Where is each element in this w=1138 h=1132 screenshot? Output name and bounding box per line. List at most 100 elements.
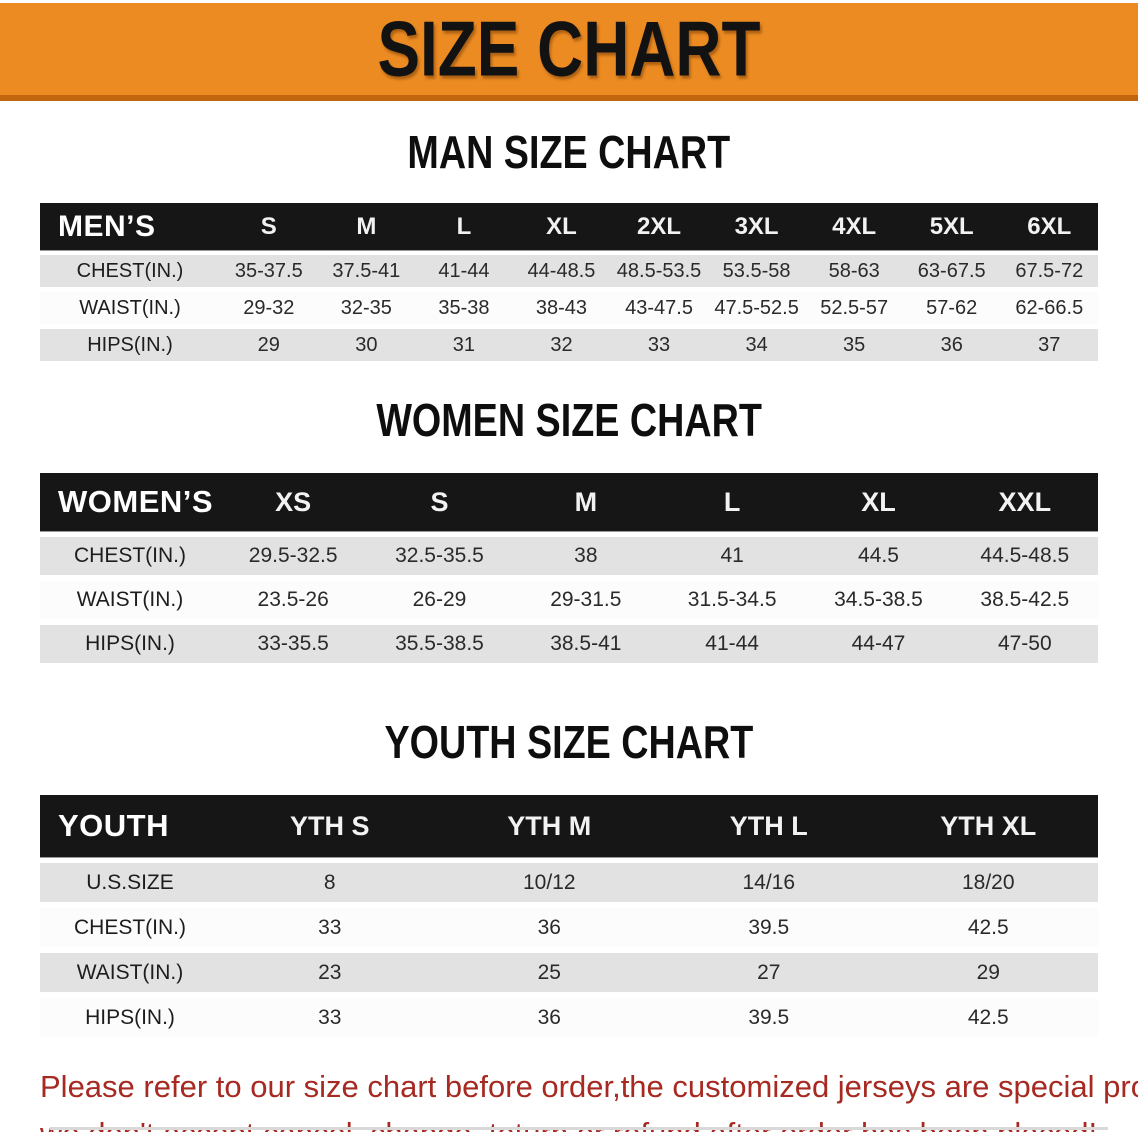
cell: 25 [537, 960, 561, 984]
column-header: XS [275, 486, 312, 517]
table-row: WAIST(IN.) 23 25 27 29 [40, 953, 1098, 992]
row-label: HIPS(IN.) [87, 333, 173, 356]
cell: 18/20 [961, 870, 1015, 894]
column-header: M [356, 212, 377, 240]
table-row: CHEST(IN.) 29.5-32.5 32.5-35.5 38 41 44.5 44.5… [40, 537, 1098, 575]
column-header: M [574, 486, 598, 517]
women-section-heading-wrap: WOMEN SIZE CHART [0, 393, 1138, 447]
cell: 35-38 [438, 296, 490, 319]
women-size-chart-heading: WOMEN SIZE CHART [376, 394, 762, 446]
cell: 32-35 [340, 296, 392, 319]
cell: 35 [843, 333, 866, 356]
cell: 26-29 [412, 588, 467, 611]
cell: 44-47 [851, 632, 906, 655]
cell: 32.5-35.5 [395, 544, 484, 567]
disclaimer-text: Please refer to our size chart before or… [40, 1063, 1138, 1132]
table-title: YOUTH [58, 808, 169, 843]
mens-size-table: MEN’S S M L XL 2XL 3XL 4XL 5XL 6XL CHEST(IN.) 35-37… [40, 203, 1098, 361]
cell: 41 [720, 544, 744, 567]
cell: 8 [323, 870, 336, 894]
table-row: HIPS(IN.) 33-35.5 35.5-38.5 38.5-41 41-44 44-… [40, 625, 1098, 663]
column-header: L [723, 486, 741, 517]
cell: 27 [757, 960, 781, 984]
cell: 47.5-52.5 [714, 296, 799, 319]
youth-section-heading-wrap: YOUTH SIZE CHART [0, 715, 1138, 769]
cell: 32 [550, 333, 573, 356]
cell: 23 [318, 960, 342, 984]
table-row: U.S.SIZE 8 10/12 14/16 18/20 [40, 863, 1098, 902]
table-row: HIPS(IN.) 29 30 31 32 33 34 35 36 37 [40, 329, 1098, 361]
cell: 38.5-41 [550, 632, 622, 655]
table-title: WOMEN’S [58, 484, 214, 519]
cell: 44.5 [858, 544, 899, 567]
table-row: CHEST(IN.) 35-37.5 37.5-41 41-44 44-48.5 48.5… [40, 255, 1098, 287]
disclaimer-line-1: Please refer to our size chart before or… [40, 1069, 1138, 1104]
column-header: 6XL [1027, 212, 1072, 240]
cell: 33 [318, 915, 342, 939]
banner-title: SIZE CHART [377, 5, 761, 93]
row-label: CHEST(IN.) [74, 544, 186, 567]
cell: 52.5-57 [820, 296, 889, 319]
row-label: WAIST(IN.) [76, 960, 184, 984]
column-header: XL [861, 486, 896, 517]
column-header: XL [546, 212, 577, 240]
cell: 10/12 [522, 870, 576, 894]
row-label: U.S.SIZE [86, 870, 174, 894]
cell: 47-50 [997, 632, 1052, 655]
table-row: CHEST(IN.) 33 36 39.5 42.5 [40, 908, 1098, 947]
cell: 33-35.5 [257, 632, 329, 655]
cell: 62-66.5 [1015, 296, 1084, 319]
youth-size-chart-heading: YOUTH SIZE CHART [384, 716, 754, 768]
cell: 23.5-26 [257, 588, 329, 611]
cell: 44.5-48.5 [980, 544, 1070, 567]
cell: 57-62 [926, 296, 978, 319]
cell: 14/16 [742, 870, 796, 894]
cell: 36 [537, 1005, 561, 1029]
column-header: 5XL [929, 212, 974, 240]
cell: 31 [452, 333, 476, 356]
cell: 34 [745, 333, 768, 356]
cell: 42.5 [967, 915, 1009, 939]
cell: 43-47.5 [625, 296, 693, 319]
cell: 31.5-34.5 [687, 588, 777, 611]
row-label: WAIST(IN.) [76, 588, 184, 611]
column-header: 2XL [637, 212, 682, 240]
column-header: S [260, 212, 277, 240]
man-section-heading-wrap: MAN SIZE CHART [0, 125, 1138, 179]
womens-size-table: WOMEN’S XS S M L XL XXL CHEST(IN.) 29.5-32.5 32.5… [40, 473, 1098, 663]
row-label: CHEST(IN.) [74, 915, 186, 939]
image-bottom-edge [50, 1127, 1108, 1130]
column-header: YTH M [507, 810, 592, 841]
cell: 63-67.5 [917, 259, 986, 282]
man-size-chart-heading: MAN SIZE CHART [407, 126, 731, 178]
size-chart-banner: SIZE CHART [0, 3, 1138, 101]
cell: 34.5-38.5 [834, 588, 923, 611]
column-header: S [430, 486, 449, 517]
column-header: YTH L [729, 810, 808, 841]
column-header: L [456, 212, 472, 240]
cell: 37.5-41 [332, 259, 401, 282]
cell: 36 [940, 333, 963, 356]
table-row: HIPS(IN.) 33 36 39.5 42.5 [40, 998, 1098, 1037]
column-header: 3XL [734, 212, 779, 240]
cell: 35-37.5 [234, 259, 303, 282]
cell: 41-44 [705, 632, 759, 655]
column-header: YTH XL [940, 810, 1037, 841]
cell: 58-63 [828, 259, 880, 282]
cell: 39.5 [748, 1005, 790, 1029]
cell: 37 [1038, 333, 1061, 356]
cell: 33 [647, 333, 671, 356]
cell: 39.5 [748, 915, 790, 939]
column-header: YTH S [289, 810, 370, 841]
cell: 30 [355, 333, 378, 356]
cell: 35.5-38.5 [395, 632, 484, 655]
row-label: HIPS(IN.) [85, 1005, 175, 1029]
cell: 29-31.5 [550, 588, 622, 611]
cell: 38.5-42.5 [980, 588, 1070, 611]
cell: 67.5-72 [1015, 259, 1084, 282]
cell: 44-48.5 [527, 259, 596, 282]
cell: 33 [318, 1005, 342, 1029]
cell: 41-44 [438, 259, 490, 282]
table-row: WAIST(IN.) 29-32 32-35 35-38 38-43 43-47.5 47.… [40, 292, 1098, 324]
